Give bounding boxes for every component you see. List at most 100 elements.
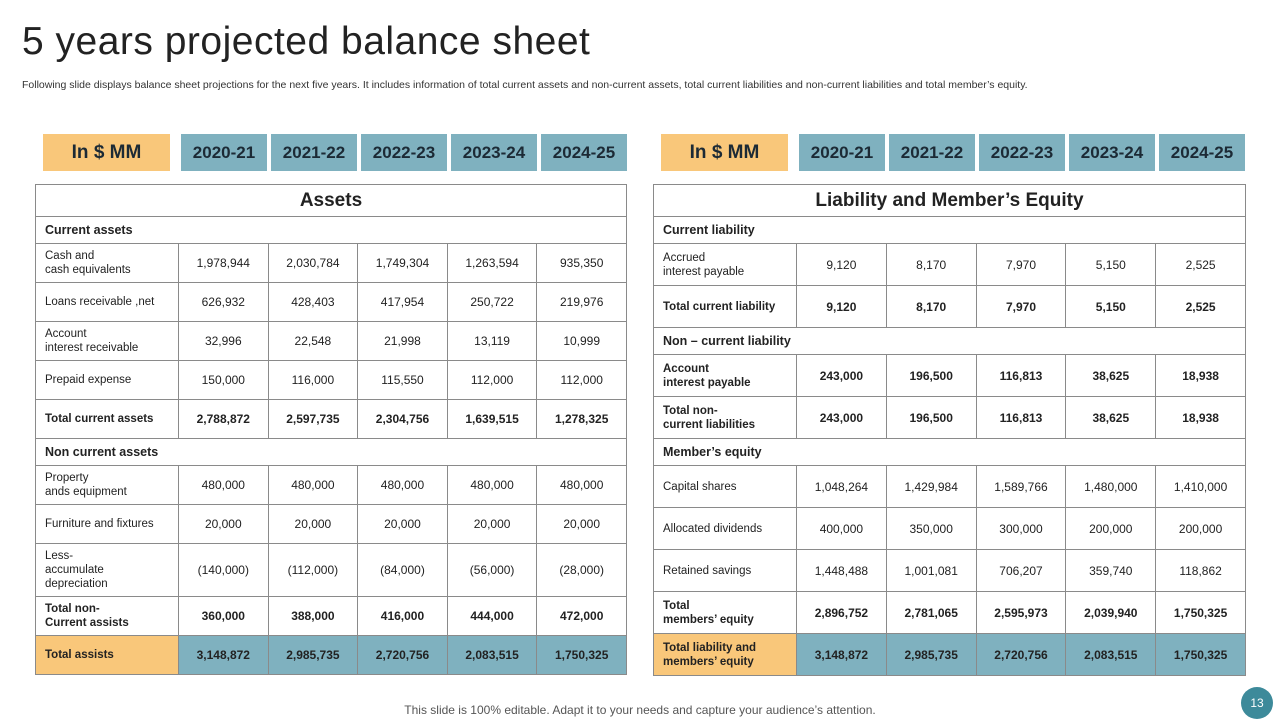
cell: 416,000 (357, 596, 448, 636)
row-label: Total members’ equity (653, 591, 797, 634)
data-row: Total current assets 2,788,872 2,597,735 2,… (35, 399, 627, 439)
data-row: Total non- Current assists 360,000 388,000… (35, 596, 627, 636)
cell: 8,170 (885, 285, 977, 328)
row-label: Less- accumulate depreciation (35, 543, 179, 597)
year-header: 2024-25 (541, 134, 627, 171)
cell: (140,000) (178, 543, 269, 597)
cell: 300,000 (975, 507, 1067, 550)
cell: 7,970 (975, 243, 1067, 286)
table-body: Assets Current assets Cash and cash equiva… (35, 184, 627, 675)
cell: 196,500 (885, 354, 977, 397)
cell: 2,304,756 (357, 399, 448, 439)
unit-label: In $ MM (661, 134, 788, 171)
footer: This slide is 100% editable. Adapt it to… (404, 703, 876, 717)
cell: 2,985,735 (267, 635, 359, 675)
header-band: In $ MM 2020-21 2021-22 2022-23 2023-24 2024-… (661, 134, 1245, 171)
section-row: Member’s equity (653, 438, 1246, 466)
section-label: Current liability (653, 216, 1246, 244)
cell: 2,597,735 (267, 399, 359, 439)
cell: 38,625 (1065, 354, 1157, 397)
page-number: 13 (1241, 687, 1273, 719)
year-header: 2020-21 (181, 134, 267, 171)
cell: 1,978,944 (178, 243, 269, 283)
cell: 2,083,515 (1065, 633, 1157, 676)
cell: 1,749,304 (357, 243, 448, 283)
cell: 200,000 (1065, 507, 1157, 550)
year-header: 2020-21 (799, 134, 885, 171)
row-label: Furniture and fixtures (35, 504, 179, 544)
section-row: Current liability (653, 216, 1246, 244)
cell: 20,000 (178, 504, 269, 544)
section-row: Current assets (35, 216, 627, 244)
cell: 480,000 (178, 465, 269, 505)
data-row: Allocated dividends 400,000 350,000 300,000… (653, 507, 1246, 550)
data-row: Total non- current liabilities 243,000 196… (653, 396, 1246, 439)
cell: 2,720,756 (975, 633, 1067, 676)
cell: 18,938 (1155, 354, 1246, 397)
cell: 1,278,325 (536, 399, 627, 439)
cell: 1,589,766 (975, 465, 1067, 508)
title: 5 years projected balance sheet (22, 20, 591, 63)
table-heading: Assets (35, 184, 627, 217)
cell: 20,000 (267, 504, 359, 544)
cell: 350,000 (885, 507, 977, 550)
heading-row: Liability and Member’s Equity (653, 184, 1246, 217)
section-row: Non current assets (35, 438, 627, 466)
row-label: Capital shares (653, 465, 797, 508)
data-row: Account interest receivable 32,996 22,548 2… (35, 321, 627, 361)
cell: 196,500 (885, 396, 977, 439)
cell: 1,048,264 (796, 465, 887, 508)
cell: 219,976 (536, 282, 627, 322)
row-label: Total non- Current assists (35, 596, 179, 636)
cell: 388,000 (267, 596, 359, 636)
cell: 10,999 (536, 321, 627, 361)
section-row: Non – current liability (653, 327, 1246, 355)
cell: 20,000 (536, 504, 627, 544)
data-row: Accrued interest payable 9,120 8,170 7,970 5… (653, 243, 1246, 286)
cell: 935,350 (536, 243, 627, 283)
cell: 9,120 (796, 243, 887, 286)
row-label: Total current assets (35, 399, 179, 439)
data-row: Total assists 3,148,872 2,985,735 2,720,756… (35, 635, 627, 675)
section-label: Non – current liability (653, 327, 1246, 355)
cell: 2,083,515 (446, 635, 538, 675)
cell: 626,932 (178, 282, 269, 322)
cell: 444,000 (446, 596, 538, 636)
cell: 417,954 (357, 282, 448, 322)
cell: 1,750,325 (1155, 633, 1246, 676)
cell: 8,170 (885, 243, 977, 286)
row-label: Retained savings (653, 549, 797, 592)
cell: (112,000) (267, 543, 359, 597)
header-band: In $ MM 2020-21 2021-22 2022-23 2023-24 2024-… (43, 134, 627, 171)
cell: 480,000 (536, 465, 627, 505)
cell: 7,970 (975, 285, 1067, 328)
cell: 359,740 (1065, 549, 1157, 592)
cell: 18,938 (1155, 396, 1246, 439)
year-header: 2022-23 (979, 134, 1065, 171)
row-label: Prepaid expense (35, 360, 179, 400)
unit-label: In $ MM (43, 134, 170, 171)
section-label: Current assets (35, 216, 627, 244)
data-row: Retained savings 1,448,488 1,001,081 706,20… (653, 549, 1246, 592)
table-heading: Liability and Member’s Equity (653, 184, 1246, 217)
data-row: Cash and cash equivalents 1,978,944 2,030,… (35, 243, 627, 283)
cell: 20,000 (446, 504, 538, 544)
cell: 1,750,325 (1155, 591, 1246, 634)
cell: 22,548 (267, 321, 359, 361)
data-row: Total liability and members’ equity 3,148… (653, 633, 1246, 676)
cell: 480,000 (267, 465, 359, 505)
cell: 38,625 (1065, 396, 1157, 439)
cell: 480,000 (446, 465, 538, 505)
cell: 5,150 (1065, 285, 1157, 328)
cell: 2,039,940 (1065, 591, 1157, 634)
cell: 472,000 (536, 596, 627, 636)
cell: 116,813 (975, 354, 1067, 397)
cell: 2,525 (1155, 285, 1246, 328)
cell: 112,000 (446, 360, 538, 400)
year-header: 2023-24 (1069, 134, 1155, 171)
cell: 1,429,984 (885, 465, 977, 508)
data-row: Account interest payable 243,000 196,500 11… (653, 354, 1246, 397)
cell: 2,720,756 (357, 635, 448, 675)
data-row: Less- accumulate depreciation (140,000) (1… (35, 543, 627, 597)
cell: 150,000 (178, 360, 269, 400)
